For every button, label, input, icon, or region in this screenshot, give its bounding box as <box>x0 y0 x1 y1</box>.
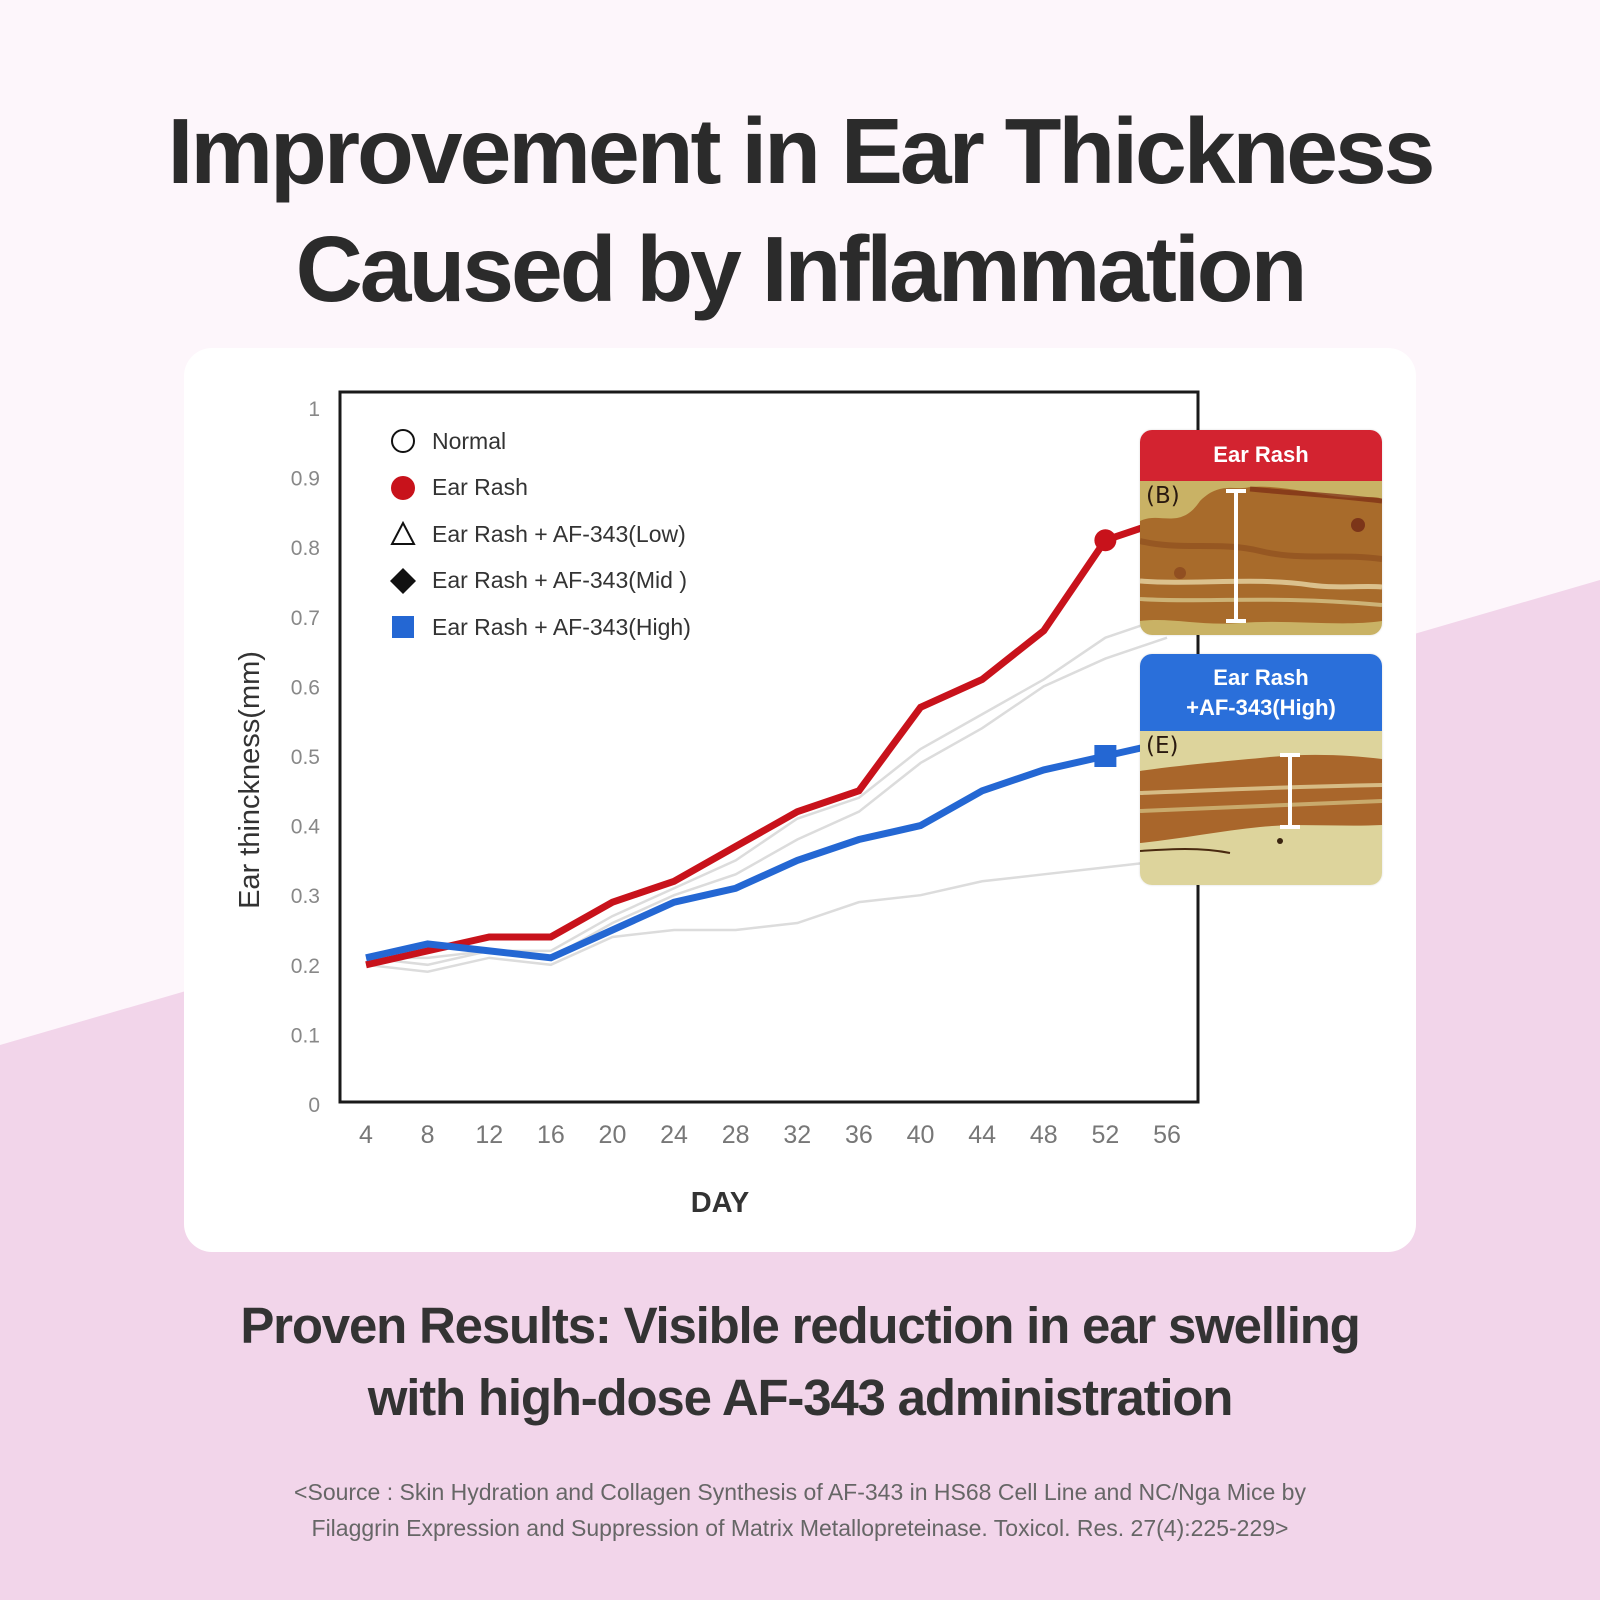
legend-label: Ear Rash + AF-343(High) <box>432 613 691 640</box>
panel-header-text: Ear Rash <box>1213 442 1309 467</box>
highlight-point-ear-rash <box>1094 529 1117 552</box>
source-line-1: <Source : Skin Hydration and Collagen Sy… <box>294 1479 1306 1505</box>
series-line-ear-rash <box>365 516 1169 969</box>
x-tick-label: 28 <box>722 1121 750 1149</box>
x-tick-label: 12 <box>475 1121 503 1149</box>
panel-header-line-1: Ear Rash <box>1213 665 1309 690</box>
y-tick-label: 1 <box>308 398 320 421</box>
y-tick-labels: 0 0.1 0.2 0.3 0.4 0.5 0.6 0.7 0.8 0.9 1 <box>291 398 321 1117</box>
results-subtitle: Proven Results: Visible reduction in ear… <box>0 1290 1600 1434</box>
tissue-micrograph-image: (B) <box>1140 481 1382 635</box>
panel-header: Ear Rash +AF-343(High) <box>1140 654 1382 731</box>
y-tick-label: 0.8 <box>291 537 320 560</box>
x-tick-label: 40 <box>907 1121 935 1149</box>
legend-item-af343-low: Ear Rash + AF-343(Low) <box>390 511 691 558</box>
legend-label: Normal <box>432 427 507 454</box>
legend-item-af343-mid: Ear Rash + AF-343(Mid ) <box>390 558 691 605</box>
tissue-micrograph-image: (E) <box>1140 731 1382 885</box>
y-tick-label: 0 <box>308 1094 320 1117</box>
source-line-2: Filaggrin Expression and Suppression of … <box>311 1515 1289 1541</box>
circle-open-icon <box>390 428 416 454</box>
panel-header-line-2: +AF-343(High) <box>1186 695 1336 720</box>
af343-high-micrograph-panel: Ear Rash +AF-343(High) (E) <box>1140 654 1382 885</box>
y-axis-label: Ear thinckness(mm) <box>234 651 266 909</box>
circle-filled-icon <box>390 475 416 501</box>
x-tick-label: 16 <box>537 1121 565 1149</box>
series-line-ear-rash-af-343-low <box>366 615 1168 960</box>
subtitle-line-2: with high-dose AF-343 administration <box>367 1369 1234 1426</box>
x-tick-labels: 4 8 12 16 20 24 28 32 36 40 44 48 52 56 <box>359 1121 1181 1149</box>
title-line-2: Caused by Inflammation <box>295 217 1308 321</box>
x-tick-label: 44 <box>968 1121 996 1149</box>
series-line-ear-rash-af-343-high <box>365 738 1168 962</box>
y-tick-label: 0.6 <box>291 676 320 699</box>
x-axis-label: DAY <box>691 1187 750 1219</box>
legend-label: Ear Rash + AF-343(Mid ) <box>432 567 688 594</box>
legend-item-ear-rash: Ear Rash <box>390 465 691 512</box>
x-tick-label: 20 <box>599 1121 627 1149</box>
y-tick-label: 0.3 <box>291 885 320 908</box>
y-tick-label: 0.2 <box>291 955 320 978</box>
x-tick-label: 36 <box>845 1121 873 1149</box>
legend-label: Ear Rash + AF-343(Low) <box>432 520 686 547</box>
page-title: Improvement in Ear Thickness Caused by I… <box>0 92 1600 328</box>
y-tick-label: 0.5 <box>291 746 320 769</box>
y-tick-label: 0.7 <box>291 607 320 630</box>
legend-item-normal: Normal <box>390 418 691 465</box>
source-citation: <Source : Skin Hydration and Collagen Sy… <box>0 1474 1600 1546</box>
y-tick-label: 0.4 <box>291 816 321 839</box>
x-tick-label: 32 <box>783 1121 811 1149</box>
x-tick-label: 4 <box>359 1121 373 1149</box>
diamond-filled-icon <box>390 567 416 594</box>
subtitle-line-1: Proven Results: Visible reduction in ear… <box>240 1297 1360 1354</box>
highlight-point-af343-high <box>1094 745 1117 767</box>
panel-tag: (B) <box>1146 483 1180 509</box>
x-tick-label: 52 <box>1091 1121 1119 1149</box>
series-line-ear-rash-af-343-mid <box>365 636 1168 967</box>
series-line-normal <box>365 859 1168 974</box>
x-tick-label: 24 <box>660 1121 688 1149</box>
panel-header: Ear Rash <box>1140 430 1382 481</box>
square-filled-icon <box>390 614 416 640</box>
ear-rash-micrograph-panel: Ear Rash (B) <box>1140 430 1382 635</box>
x-tick-label: 56 <box>1153 1121 1181 1149</box>
panel-tag: (E) <box>1146 733 1179 759</box>
y-tick-label: 0.1 <box>291 1024 320 1047</box>
triangle-open-icon <box>390 521 416 547</box>
chart-legend: Normal Ear Rash Ear Rash + AF-343(Low) E… <box>390 418 691 651</box>
legend-item-af343-high: Ear Rash + AF-343(High) <box>390 604 691 651</box>
x-tick-label: 48 <box>1030 1121 1058 1149</box>
y-tick-label: 0.9 <box>291 468 320 491</box>
legend-label: Ear Rash <box>432 474 528 501</box>
x-tick-label: 8 <box>421 1121 435 1149</box>
series-layer <box>365 516 1169 974</box>
title-line-1: Improvement in Ear Thickness <box>167 99 1436 203</box>
